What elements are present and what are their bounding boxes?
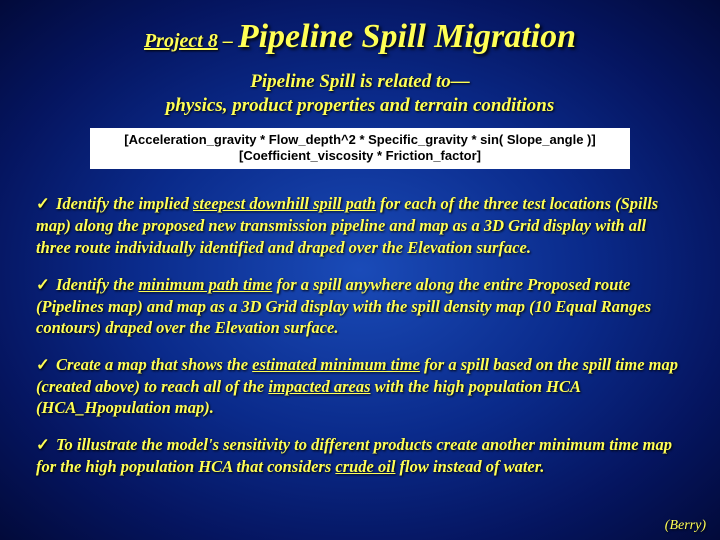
formula-line1: [Acceleration_gravity * Flow_depth^2 * S… xyxy=(124,132,595,147)
subtitle-line1: Pipeline Spill is related to— xyxy=(250,71,470,92)
project-label: Project 8 xyxy=(144,30,218,52)
bullet-text: Create a map that shows the xyxy=(52,355,252,374)
bullet-list: ✓ Identify the implied steepest downhill… xyxy=(0,169,720,477)
subtitle-line2: physics, product properties and terrain … xyxy=(166,95,555,116)
bullet-item: ✓ To illustrate the model's sensitivity … xyxy=(36,434,684,477)
check-icon: ✓ xyxy=(36,436,50,454)
subtitle: Pipeline Spill is related to— physics, p… xyxy=(0,70,720,118)
bullet-item: ✓ Identify the implied steepest downhill… xyxy=(36,193,684,257)
formula-line2: [Coefficient_viscosity * Friction_factor… xyxy=(239,148,481,163)
footer-credit: (Berry) xyxy=(665,518,706,534)
bullet-underline: estimated minimum time xyxy=(252,355,420,374)
check-icon: ✓ xyxy=(36,276,50,294)
bullet-item: ✓ Identify the minimum path time for a s… xyxy=(36,274,684,338)
check-icon: ✓ xyxy=(36,356,50,374)
title-dash: – xyxy=(218,30,238,52)
bullet-underline: crude oil xyxy=(335,457,395,476)
bullet-text: Identify the xyxy=(52,275,139,294)
bullet-text: Identify the implied xyxy=(52,194,193,213)
bullet-text: flow instead of water. xyxy=(395,457,544,476)
bullet-underline: steepest downhill spill path xyxy=(193,194,376,213)
bullet-underline: minimum path time xyxy=(138,275,272,294)
main-title: Pipeline Spill Migration xyxy=(238,18,576,55)
bullet-underline: impacted areas xyxy=(268,377,370,396)
formula-box: [Acceleration_gravity * Flow_depth^2 * S… xyxy=(90,128,630,170)
bullet-item: ✓ Create a map that shows the estimated … xyxy=(36,354,684,418)
title-row: Project 8 – Pipeline Spill Migration xyxy=(0,0,720,56)
check-icon: ✓ xyxy=(36,195,50,213)
